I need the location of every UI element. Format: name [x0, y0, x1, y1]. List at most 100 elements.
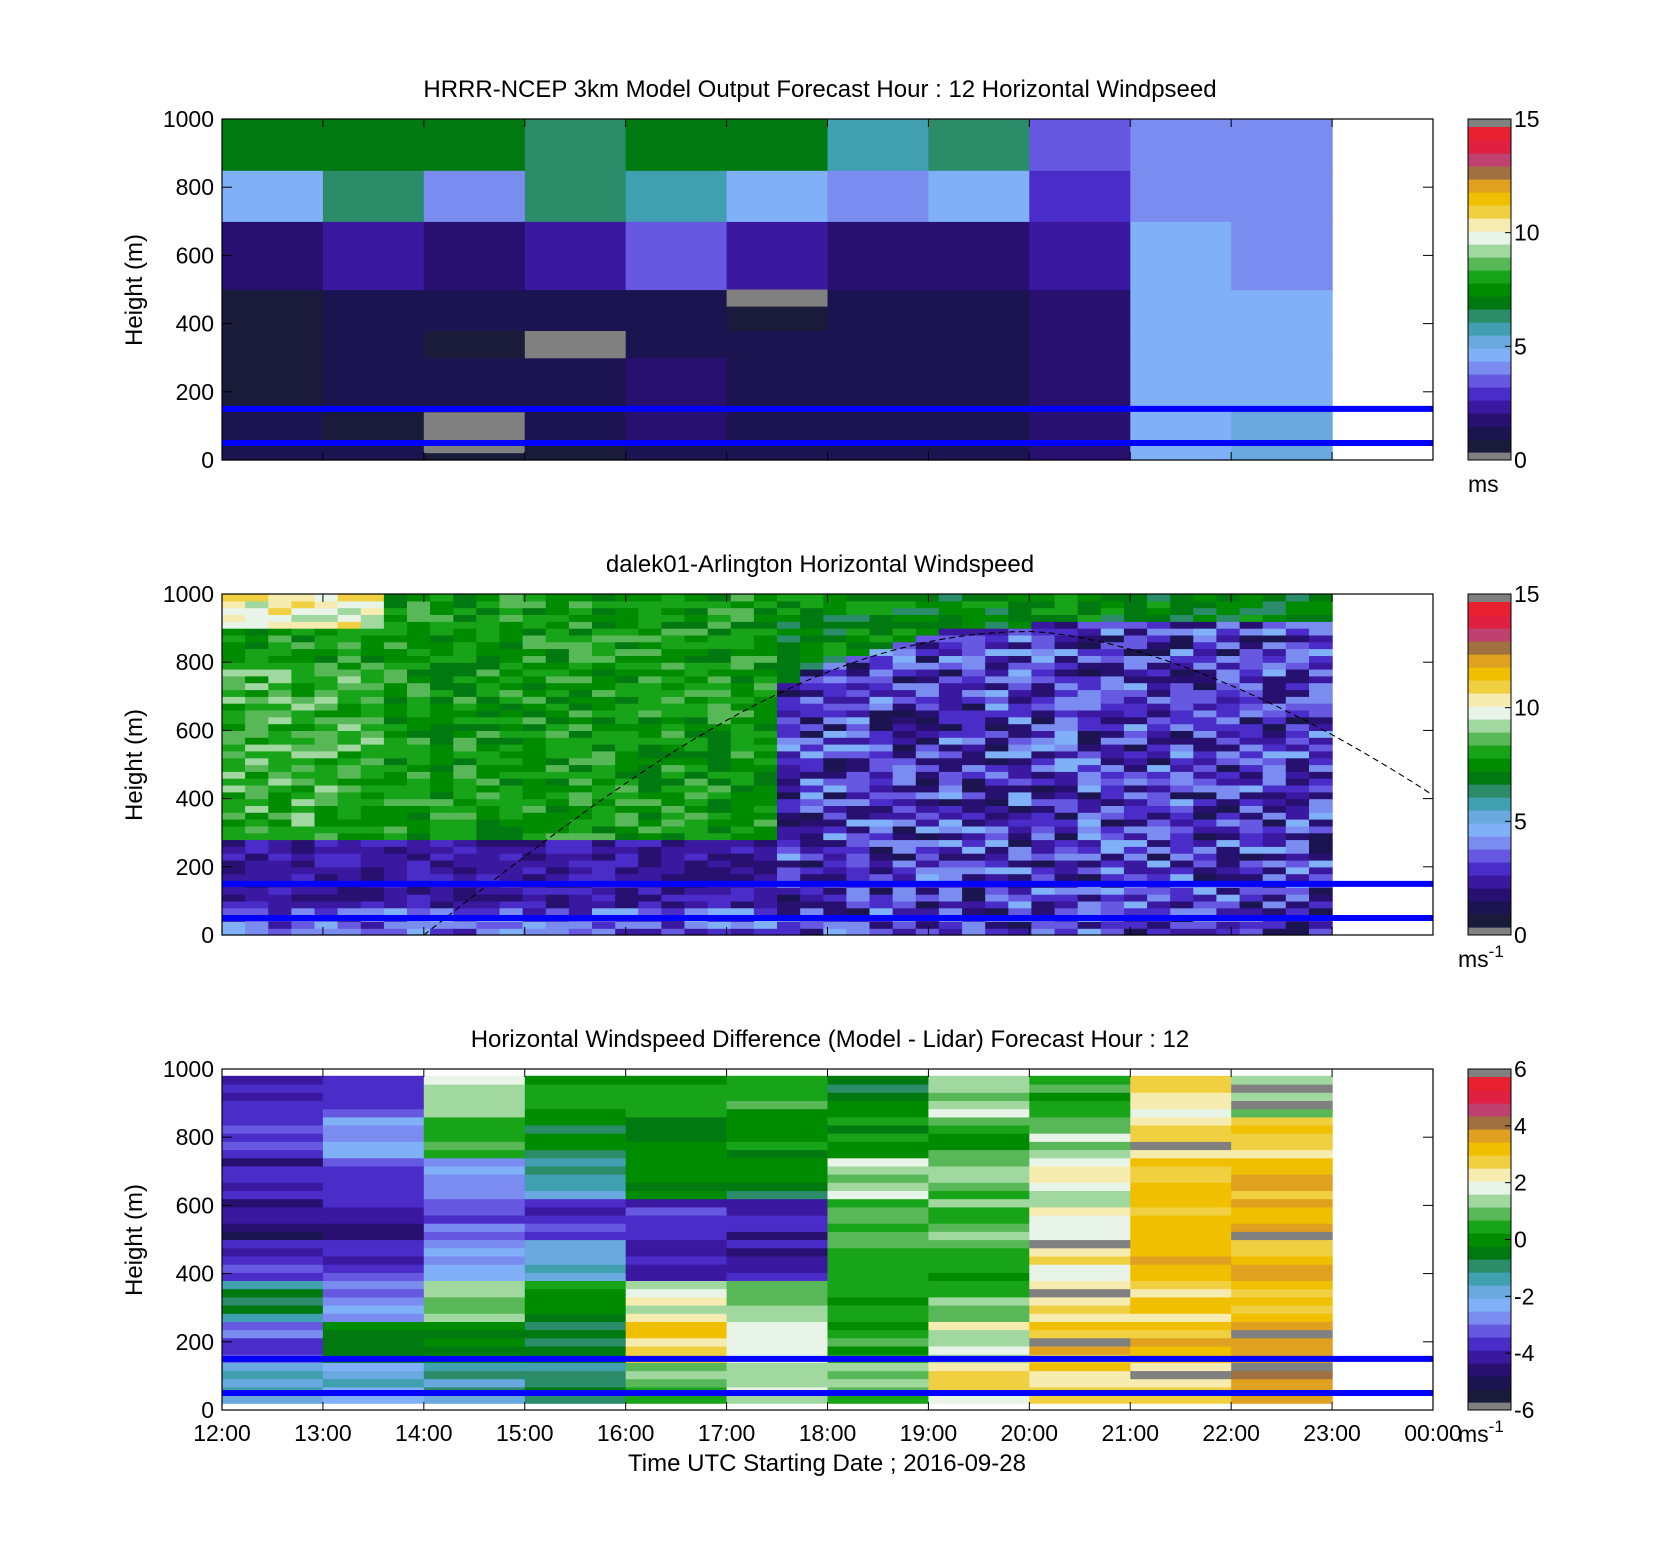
- heatmap-cell: [823, 798, 847, 806]
- heatmap-cell: [823, 621, 847, 629]
- heatmap-cell: [1262, 853, 1287, 861]
- heatmap-cell: [1147, 716, 1171, 725]
- heatmap-cell: [522, 819, 547, 827]
- heatmap-cell: [476, 860, 501, 868]
- heatmap-cell: [846, 764, 871, 772]
- heatmap-cell: [430, 873, 454, 881]
- heatmap-cell: [1008, 737, 1032, 745]
- heatmap-cell: [777, 757, 801, 766]
- heatmap-cell: [777, 764, 801, 772]
- heatmap-cell: [985, 709, 1009, 718]
- heatmap-cell: [1147, 819, 1171, 827]
- heatmap-cell: [453, 907, 477, 916]
- heatmap-cell: [476, 675, 501, 684]
- heatmap-cell: [222, 1345, 324, 1355]
- heatmap-cell: [684, 669, 709, 677]
- heatmap-cell: [892, 655, 917, 663]
- colorbar-swatch: [1468, 1220, 1511, 1234]
- heatmap-cell: [915, 819, 940, 827]
- heatmap-cell: [383, 785, 408, 793]
- heatmap-cell: [1077, 614, 1102, 622]
- heatmap-cell: [1170, 696, 1194, 704]
- heatmap-cell: [314, 819, 339, 827]
- heatmap-cell: [222, 330, 324, 359]
- colorbar-swatch: [1468, 413, 1511, 427]
- heatmap-cell: [291, 662, 316, 670]
- heatmap-cell: [1309, 607, 1333, 615]
- heatmap-cell: [915, 750, 940, 759]
- heatmap-cell: [337, 860, 362, 868]
- heatmap-cell: [268, 600, 292, 609]
- heatmap-cell: [985, 860, 1009, 868]
- heatmap-cell: [524, 221, 627, 291]
- heatmap-cell: [524, 1378, 627, 1388]
- heatmap-cell: [1147, 887, 1171, 895]
- heatmap-cell: [592, 696, 616, 704]
- heatmap-cell: [1216, 860, 1241, 868]
- heatmap-cell: [800, 716, 824, 725]
- heatmap-cell: [1239, 689, 1264, 697]
- heatmap-cell: [245, 600, 269, 609]
- heatmap-cell: [938, 750, 963, 759]
- heatmap-cell: [1193, 750, 1217, 759]
- heatmap-cell: [615, 805, 639, 813]
- heatmap-cell: [222, 600, 246, 609]
- heatmap-cell: [730, 873, 755, 881]
- heatmap-cell: [800, 894, 824, 902]
- heatmap-cell: [592, 628, 616, 636]
- heatmap-cell: [1123, 675, 1148, 684]
- heatmap-cell: [938, 825, 963, 834]
- colorbar-swatch: [1468, 680, 1511, 694]
- heatmap-cell: [915, 703, 940, 711]
- heatmap-cell: [707, 737, 732, 745]
- heatmap-cell: [453, 723, 477, 731]
- heatmap-cell: [337, 764, 362, 772]
- heatmap-cell: [638, 703, 662, 711]
- heatmap-cell: [625, 1378, 728, 1388]
- heatmap-cell: [962, 709, 986, 718]
- heatmap-cell: [1239, 709, 1264, 718]
- colorbar-swatch: [1468, 361, 1511, 375]
- heatmap-cell: [568, 757, 593, 766]
- heatmap-cell: [615, 669, 639, 677]
- heatmap-cell: [1054, 873, 1079, 881]
- heatmap-cell: [1054, 750, 1079, 759]
- heatmap-cell: [545, 907, 570, 916]
- heatmap-cell: [869, 594, 894, 602]
- heatmap-cell: [1216, 866, 1241, 875]
- heatmap-cell: [1100, 675, 1125, 684]
- heatmap-cell: [423, 1214, 526, 1224]
- heatmap-cell: [707, 709, 732, 718]
- heatmap-cell: [1123, 662, 1148, 670]
- heatmap-cell: [383, 839, 408, 847]
- heatmap-cell: [638, 737, 662, 745]
- heatmap-cell: [222, 696, 246, 704]
- heatmap-cell: [360, 798, 385, 806]
- heatmap-cell: [1231, 1272, 1333, 1281]
- heatmap-cell: [1239, 675, 1264, 684]
- heatmap-cell: [928, 1182, 1030, 1191]
- heatmap-cell: [1193, 900, 1217, 909]
- heatmap-cell: [753, 641, 778, 650]
- heatmap-cell: [827, 1182, 929, 1191]
- heatmap-cell: [1031, 805, 1056, 813]
- heatmap-cell: [1147, 825, 1171, 834]
- heatmap-cell: [337, 853, 362, 861]
- colorbar-swatch: [1468, 1311, 1511, 1325]
- heatmap-cell: [1147, 696, 1171, 704]
- heatmap-cell: [777, 607, 801, 615]
- colorbar-swatch: [1468, 628, 1511, 642]
- heatmap-cell: [1008, 594, 1032, 602]
- heatmap-cell: [524, 1206, 627, 1216]
- heatmap-cell: [423, 1124, 526, 1134]
- heatmap-cell: [730, 825, 755, 834]
- heatmap-cell: [827, 119, 929, 171]
- heatmap-cell: [753, 628, 778, 636]
- heatmap-cell: [1231, 1149, 1333, 1159]
- heatmap-cell: [1077, 812, 1102, 820]
- heatmap-cell: [268, 873, 292, 881]
- heatmap-cell: [1309, 894, 1333, 902]
- colorbar-swatch: [1468, 1259, 1511, 1273]
- heatmap-cell: [360, 873, 385, 881]
- heatmap-cell: [892, 839, 917, 847]
